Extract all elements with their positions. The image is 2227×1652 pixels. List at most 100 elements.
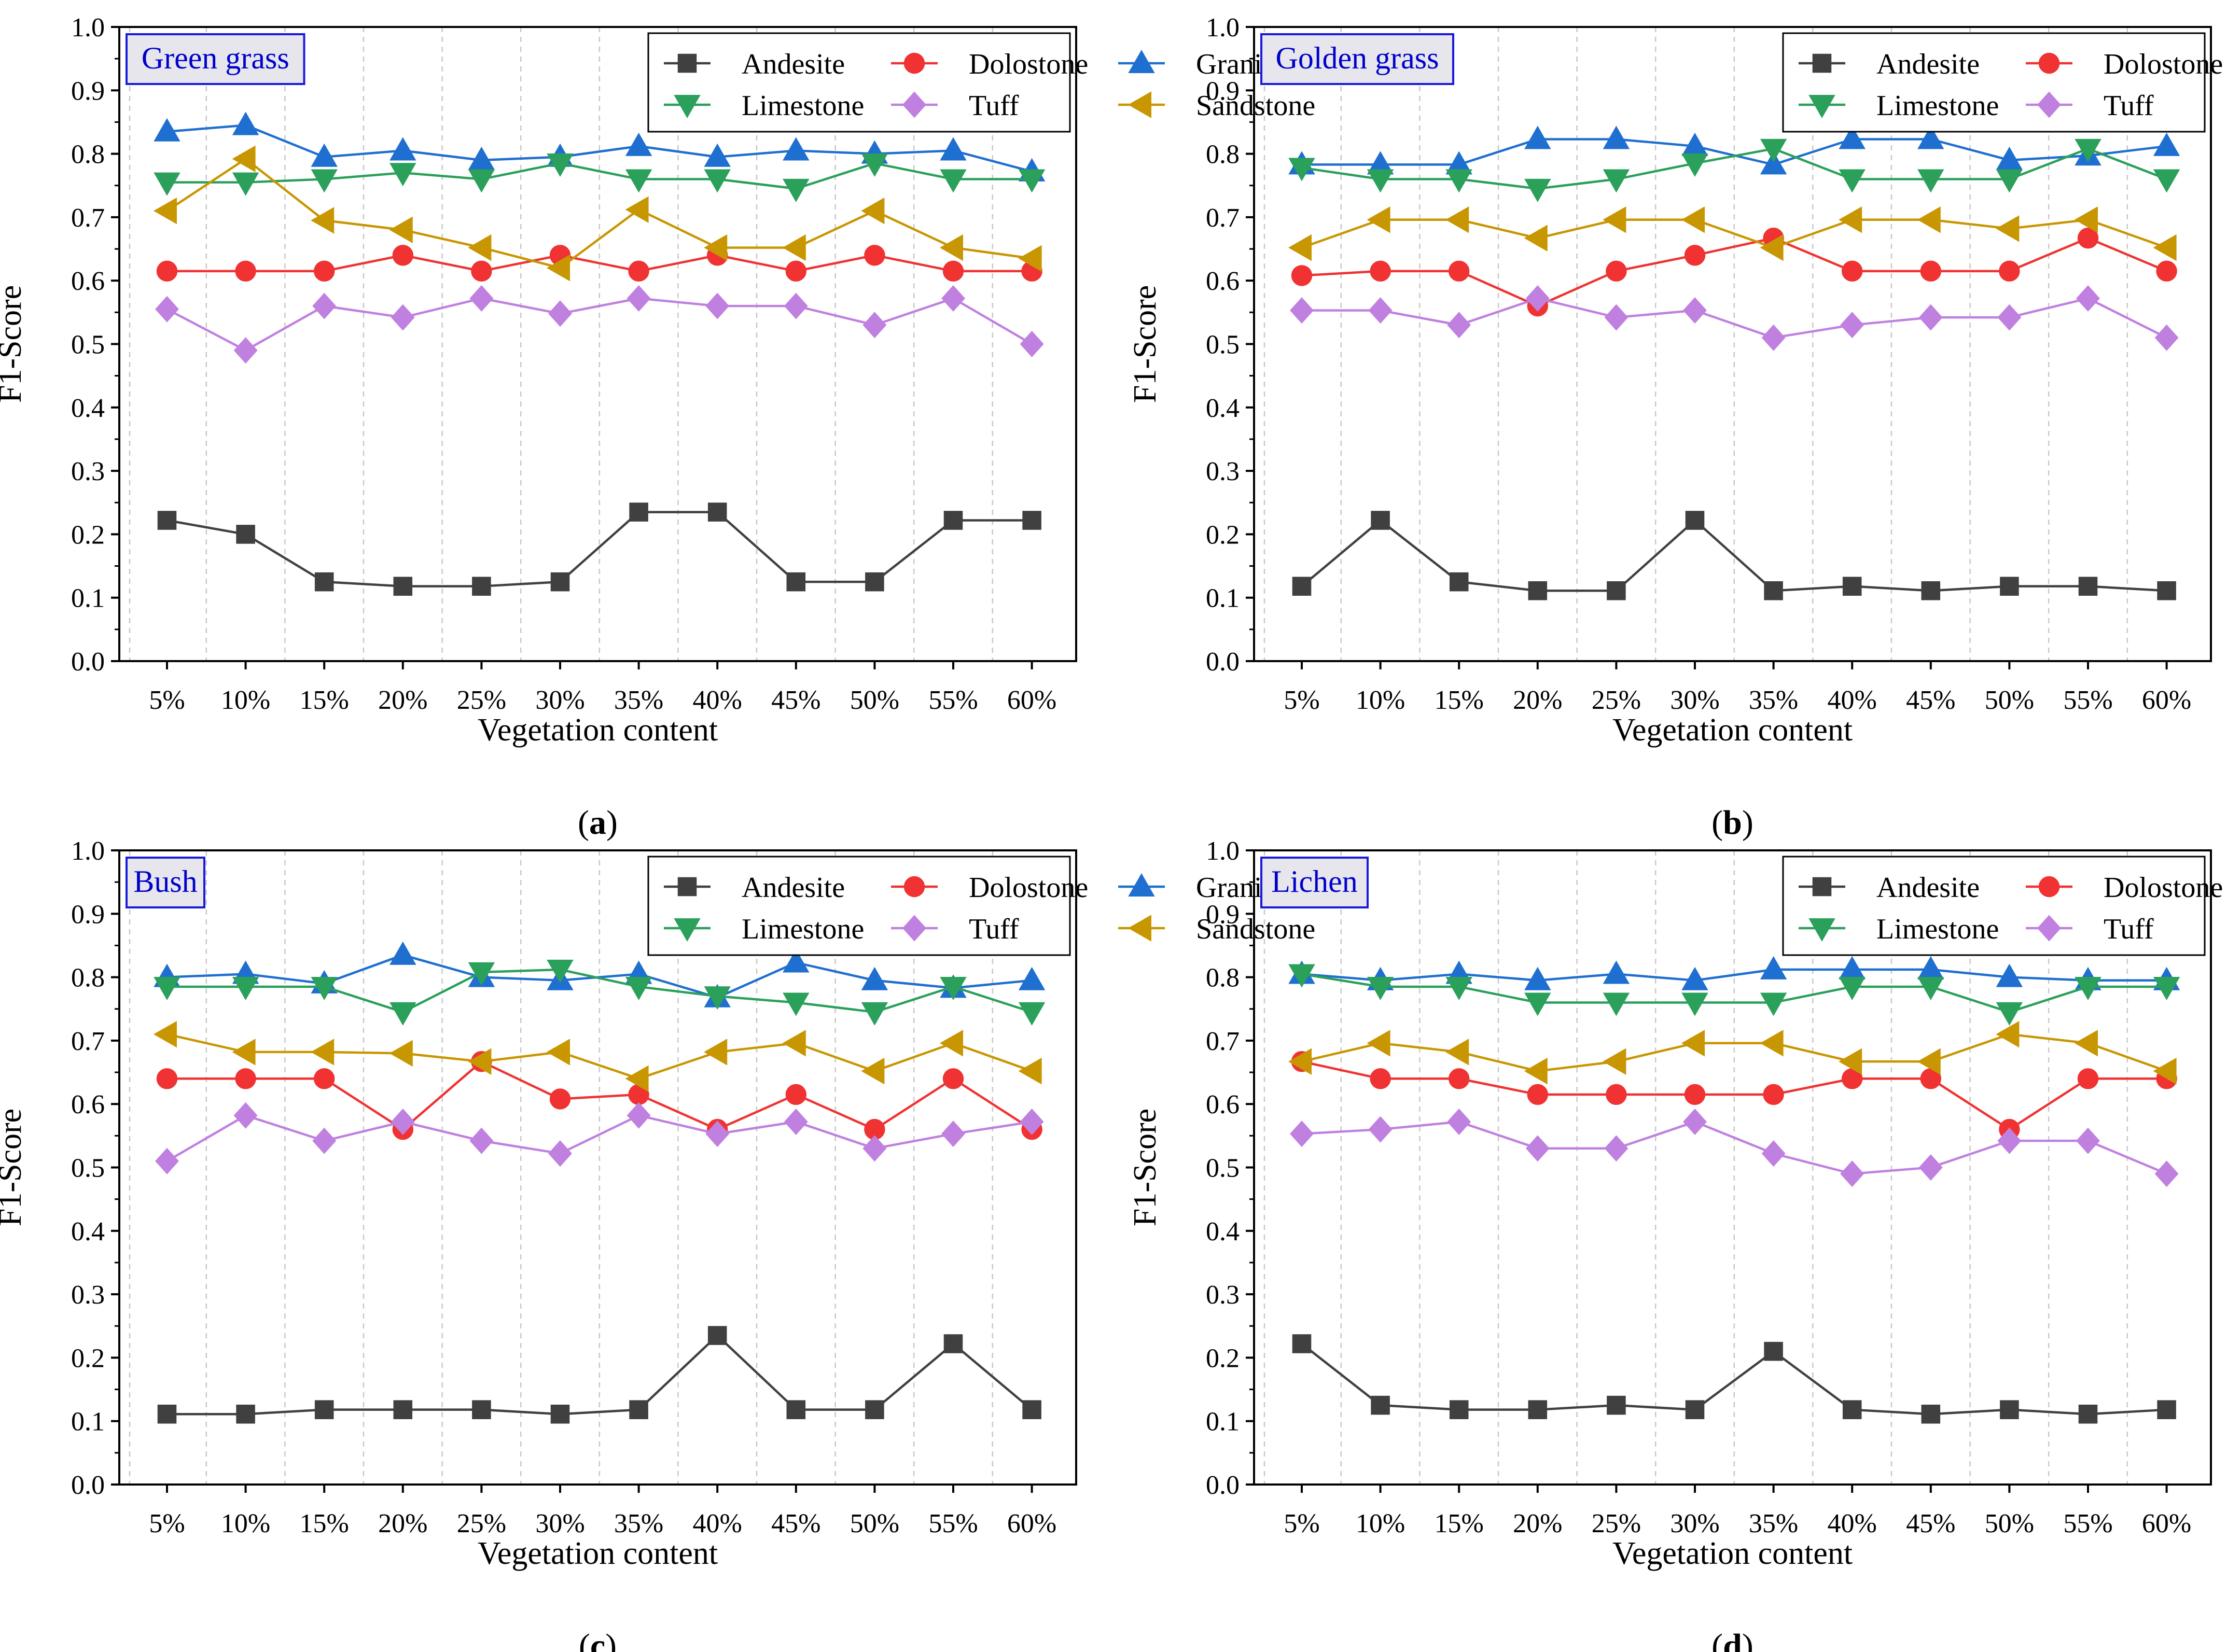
- series-sandstone: [1288, 206, 2177, 261]
- data-point: [2075, 138, 2101, 162]
- data-point: [1288, 964, 1315, 988]
- data-point: [1918, 1154, 1943, 1181]
- data-point: [1018, 967, 1046, 990]
- legend-marker: [677, 877, 697, 897]
- data-point: [1020, 1108, 1044, 1135]
- data-point: [1018, 245, 1042, 272]
- y-tick-label: 0.3: [1206, 457, 1240, 486]
- data-point: [1917, 125, 1944, 149]
- x-axis: 5% 10% 15% 20% 25% 30% 35% 40% 45% 50% 55% 60%: [1284, 661, 2191, 715]
- x-tick-label: 15%: [1435, 685, 1484, 715]
- series-limestone: [154, 959, 1046, 1026]
- data-point: [2076, 285, 2100, 312]
- y-axis-title: F1-Score: [0, 1109, 28, 1226]
- data-point: [2154, 324, 2179, 351]
- data-point: [784, 1108, 808, 1135]
- x-axis-title: Vegetation content: [478, 1536, 718, 1571]
- data-point: [1917, 206, 1941, 233]
- x-tick-label: 45%: [771, 1509, 820, 1538]
- data-point: [627, 1102, 651, 1129]
- y-tick-label: 0.2: [71, 520, 105, 550]
- data-point: [1607, 581, 1626, 600]
- y-axis: 0.0 0.1 0.2 0.3 0.4 0.5 0.6 0.7 0.8 0.9 1.0: [1206, 836, 1254, 1500]
- data-point: [1524, 125, 1551, 149]
- data-point: [861, 1002, 888, 1026]
- data-point: [1917, 976, 1944, 1000]
- data-point: [940, 169, 967, 193]
- legend-marker: [1808, 95, 1835, 119]
- data-point: [1997, 304, 2022, 331]
- data-point: [468, 169, 495, 193]
- x-tick-label: 40%: [693, 1509, 742, 1538]
- legend-item-limestone: Limestone: [664, 90, 864, 122]
- y-tick-label: 1.0: [71, 13, 105, 43]
- x-tick-label: 30%: [1670, 1509, 1719, 1538]
- legend-item-andesite: Andesite: [1799, 48, 1980, 80]
- data-point: [1996, 215, 2020, 242]
- legend: AndesiteDolostoneGraniteLimestoneTuffSan…: [1782, 32, 2223, 133]
- data-point: [1607, 1395, 1626, 1415]
- data-point: [1917, 956, 1944, 979]
- data-point: [1527, 1084, 1549, 1105]
- legend-box: [647, 32, 1071, 133]
- data-point: [864, 245, 885, 266]
- data-point: [1760, 138, 1787, 162]
- y-tick-label: 0.1: [71, 1407, 105, 1437]
- panel-title: Bush: [133, 864, 197, 899]
- data-point: [1604, 304, 1629, 331]
- data-point: [861, 967, 888, 990]
- data-point: [1525, 285, 1550, 312]
- legend-marker: [1128, 49, 1155, 73]
- data-point: [940, 976, 967, 1000]
- data-point: [233, 1102, 258, 1129]
- x-tick-label: 20%: [1513, 685, 1562, 715]
- data-point: [1528, 1400, 1548, 1419]
- vertical-gridlines: [1263, 850, 2128, 1485]
- x-tick-label: 20%: [378, 1509, 427, 1538]
- x-tick-label: 55%: [928, 685, 978, 715]
- legend-item-limestone: Limestone: [664, 913, 864, 945]
- data-point: [942, 1068, 964, 1089]
- legend-marker: [1812, 877, 1832, 897]
- data-point: [546, 255, 570, 282]
- data-point: [783, 137, 810, 161]
- x-tick-label: 35%: [1749, 1509, 1798, 1538]
- data-point: [1839, 956, 1866, 979]
- legend-item-granite: Granite: [1118, 872, 1283, 904]
- data-point: [862, 312, 887, 339]
- y-tick-label: 0.0: [71, 647, 105, 677]
- data-point: [1367, 1030, 1390, 1057]
- y-tick-label: 0.2: [71, 1343, 105, 1373]
- data-point: [1449, 260, 1470, 282]
- data-point: [1370, 260, 1391, 282]
- x-tick-label: 50%: [850, 685, 899, 715]
- data-point: [549, 1088, 571, 1110]
- data-point: [157, 511, 177, 530]
- data-point: [1997, 1127, 2022, 1154]
- data-point: [1371, 1395, 1390, 1415]
- data-point: [1685, 511, 1705, 530]
- y-tick-label: 0.3: [1206, 1280, 1240, 1310]
- data-point: [1290, 297, 1314, 324]
- x-tick-label: 5%: [1284, 1509, 1319, 1538]
- series-line: [1301, 973, 2167, 1014]
- data-point: [2157, 581, 2176, 600]
- data-point: [1447, 312, 1471, 339]
- y-tick-label: 0.1: [1206, 1407, 1240, 1437]
- legend-item-sandstone: Sandstone: [1118, 913, 1315, 945]
- series-line: [166, 124, 1033, 173]
- chart-panel-a: 0.0 0.1 0.2 0.3 0.4 0.5 0.6 0.7 0.8 0.9 1.0 5% 10% 15…: [0, 13, 1315, 842]
- y-tick-label: 0.3: [71, 1280, 105, 1310]
- subfigure-label: (b): [1711, 804, 1753, 842]
- series-sandstone: [1288, 1020, 2177, 1085]
- data-point: [1684, 1084, 1706, 1105]
- data-point: [1760, 992, 1787, 1016]
- data-point: [1604, 1135, 1629, 1162]
- data-point: [468, 1048, 492, 1075]
- data-point: [1761, 324, 1786, 351]
- x-tick-label: 5%: [149, 685, 185, 715]
- data-point: [314, 1068, 335, 1089]
- series-line: [167, 1334, 1033, 1416]
- data-point: [2156, 260, 2177, 282]
- y-tick-label: 0.6: [71, 267, 105, 296]
